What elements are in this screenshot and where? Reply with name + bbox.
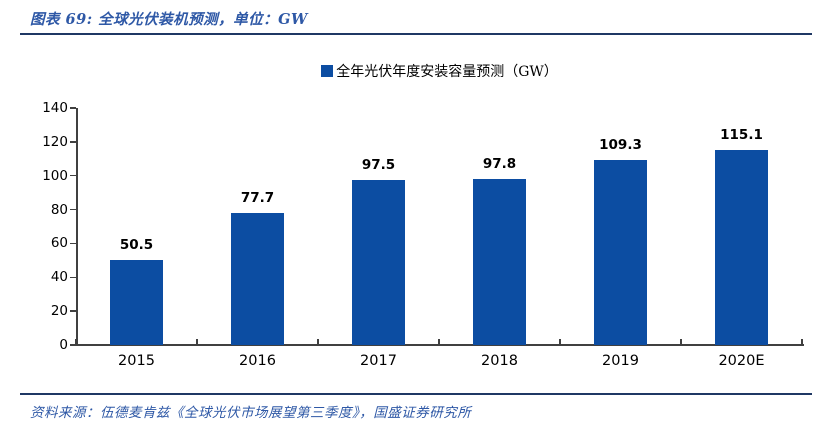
y-axis-tick-label: 40 — [50, 269, 68, 286]
top-divider — [20, 33, 812, 35]
y-axis-tick — [70, 242, 76, 245]
bar-2018 — [473, 179, 526, 345]
x-axis-tick — [317, 339, 319, 345]
x-axis-line — [76, 344, 804, 346]
bar-2015 — [110, 259, 163, 345]
chart-legend: 全年光伏年度安装容量预测（GW） — [76, 61, 803, 81]
x-axis-category-label: 2016 — [239, 353, 276, 369]
y-axis-tick-label: 100 — [42, 167, 68, 184]
x-axis-tick — [196, 339, 198, 345]
bar-value-label: 97.5 — [361, 156, 396, 173]
bar-2017 — [352, 179, 405, 345]
x-axis-category-label: 2015 — [118, 353, 155, 369]
x-axis-tick — [680, 339, 682, 345]
x-axis-tick — [559, 339, 561, 345]
y-axis-tick — [70, 310, 76, 312]
figure-title: 图表 69: 全球光伏装机预测，单位：GW — [30, 11, 308, 28]
y-axis-tick-label: 120 — [42, 133, 68, 150]
bar-value-label: 97.8 — [482, 156, 517, 173]
bottom-divider — [20, 393, 812, 395]
x-axis-category-label: 2018 — [481, 353, 518, 369]
y-axis-tick — [70, 174, 76, 177]
x-axis-tick — [438, 339, 440, 345]
bar-value-label: 77.7 — [240, 190, 275, 207]
x-axis-tick — [801, 339, 803, 345]
x-axis-category-label: 2017 — [360, 353, 397, 369]
y-axis-tick-label: 0 — [59, 337, 68, 353]
y-axis-tick-label: 140 — [42, 100, 68, 116]
y-axis-tick — [70, 107, 76, 109]
x-axis-category-label: 2019 — [602, 353, 639, 369]
bar-2019 — [594, 159, 647, 345]
x-axis-category-label: 2020E — [718, 353, 765, 369]
legend-swatch-icon — [321, 65, 334, 77]
y-axis-tick — [70, 208, 76, 211]
y-axis-tick — [70, 276, 76, 279]
bar-2020E — [715, 150, 768, 345]
y-axis-tick — [70, 344, 76, 346]
y-axis-tick — [70, 141, 76, 143]
y-axis-line — [76, 108, 78, 345]
x-axis-tick — [75, 339, 77, 345]
y-axis-tick-label: 20 — [50, 303, 68, 320]
legend-label: 全年光伏年度安装容量预测（GW） — [336, 64, 558, 80]
bar-value-label: 115.1 — [720, 127, 763, 144]
y-axis-tick-label: 60 — [50, 235, 68, 252]
bar-value-label: 109.3 — [599, 136, 642, 153]
bar-value-label: 50.5 — [119, 236, 154, 253]
y-axis-tick-label: 80 — [50, 201, 68, 218]
source-note: 资料来源：伍德麦肯兹《全球光伏市场展望第三季度》，国盛证券研究所 — [30, 405, 472, 421]
bar-2016 — [231, 213, 284, 345]
